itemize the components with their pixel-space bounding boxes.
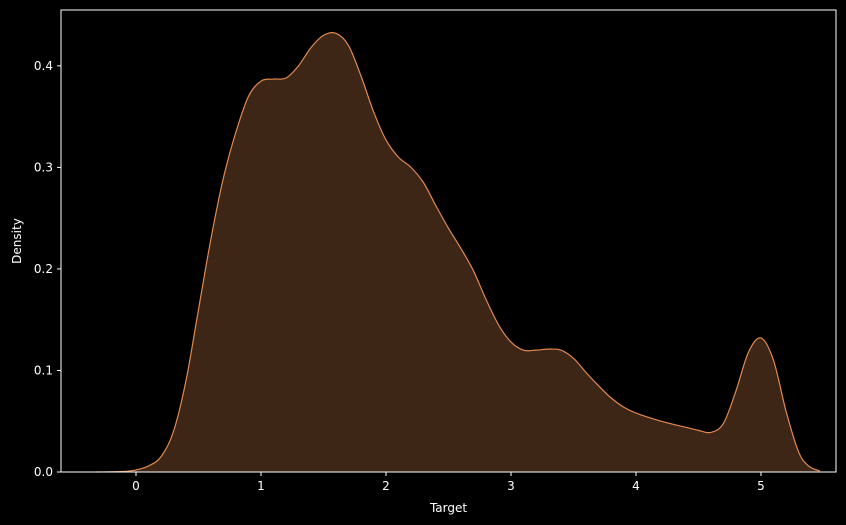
x-tick-label: 1	[257, 479, 265, 493]
plot-frame	[60, 9, 837, 473]
x-axis-ticks: 0 1 2 3 4 5	[132, 472, 765, 493]
y-tick-label: 0.0	[34, 465, 53, 479]
y-axis-ticks: 0.0 0.1 0.2 0.3 0.4	[34, 59, 61, 479]
x-tick-label: 3	[507, 479, 515, 493]
y-tick-label: 0.3	[34, 160, 53, 174]
x-tick-label: 5	[757, 479, 765, 493]
y-tick-label: 0.1	[34, 363, 53, 377]
density-line	[95, 32, 820, 473]
y-tick-label: 0.4	[34, 59, 53, 73]
density-layer	[95, 32, 820, 473]
x-tick-label: 2	[382, 479, 390, 493]
y-tick-label: 0.2	[34, 262, 53, 276]
x-tick-label: 4	[632, 479, 640, 493]
density-area	[96, 32, 820, 473]
x-axis-label: Target	[429, 501, 467, 515]
x-tick-label: 0	[132, 479, 140, 493]
y-axis-label: Density	[10, 218, 24, 264]
